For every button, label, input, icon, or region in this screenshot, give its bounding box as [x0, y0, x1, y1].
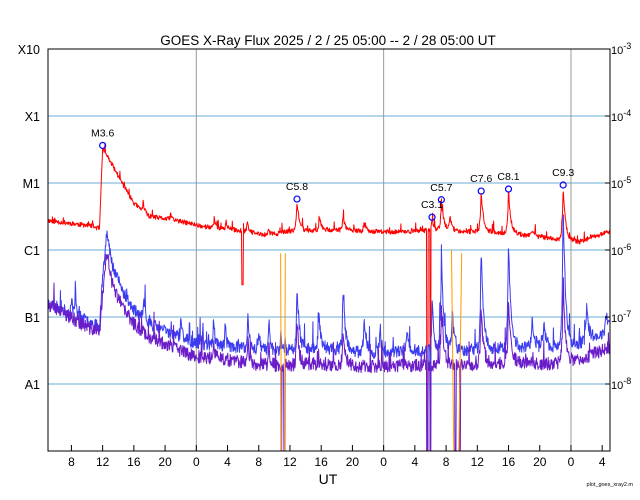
flare-marker [477, 187, 485, 195]
flux-line [451, 249, 463, 451]
x-tick-label: 12 [283, 455, 297, 469]
flare-label: C5.7 [430, 182, 452, 194]
x-tick-label: 20 [158, 455, 172, 469]
right-tick-label: 10-4 [611, 108, 631, 124]
x-tick-label: 0 [568, 455, 575, 469]
right-tick-label: 10-8 [611, 376, 631, 392]
x-tick-label: 8 [255, 455, 262, 469]
flare-marker [559, 181, 567, 189]
x-tick-label: 16 [315, 455, 329, 469]
class-labels: X10 X1 M1 C1 B1 A1 [18, 43, 40, 392]
class-label: M1 [23, 177, 40, 191]
x-tick-label: 16 [502, 455, 516, 469]
flare-label: M3.6 [91, 127, 115, 139]
x-tick-label: 4 [599, 455, 606, 469]
x-tick-label: 0 [380, 455, 387, 469]
x-tick-label: 20 [346, 455, 360, 469]
right-tick-label: 10-7 [611, 309, 631, 325]
flux-line [280, 253, 286, 451]
class-label: A1 [25, 378, 40, 392]
flare-label: C7.6 [470, 173, 492, 185]
class-label: B1 [25, 311, 40, 325]
right-tick-label: 10-5 [611, 175, 631, 191]
flux-line [48, 214, 610, 451]
footer-note: plot_goes_xray2.m [587, 482, 634, 488]
x-tick-label: 8 [443, 455, 450, 469]
x-tick-label: 8 [68, 455, 75, 469]
x-tick-label: 4 [224, 455, 231, 469]
x-tick-label: 0 [193, 455, 200, 469]
x-tick-label: 20 [533, 455, 547, 469]
flare-markers: M3.6 C5.8 C3.1 C5.7 C7.6 C8.1 C9.3 [91, 127, 574, 221]
class-label: X10 [18, 43, 40, 57]
x-tick-label: 4 [412, 455, 419, 469]
day-boundary-lines [195, 49, 572, 451]
right-tick-label: 10-3 [611, 41, 631, 57]
class-label: C1 [24, 244, 40, 258]
x-tick-label: 12 [96, 455, 110, 469]
flare-marker [504, 185, 513, 193]
chart-title: GOES X-Ray Flux 2025 / 2 / 25 05:00 -- 2… [160, 33, 495, 48]
flare-marker [293, 195, 301, 203]
flux-line [48, 253, 610, 451]
right-axis-ticks: 10-3 10-4 10-5 10-6 10-7 10-8 [605, 41, 631, 392]
flare-label: C8.1 [497, 171, 519, 183]
flare-label: C9.3 [552, 167, 574, 179]
x-tick-label: 16 [127, 455, 141, 469]
flux-line [48, 142, 610, 451]
class-label: X1 [25, 110, 40, 124]
flare-label: C3.1 [421, 199, 443, 211]
right-tick-label: 10-6 [611, 242, 631, 258]
flare-marker [99, 141, 107, 150]
x-axis-label: UT [319, 471, 338, 487]
flare-marker [428, 213, 436, 221]
flare-marker [437, 196, 445, 204]
x-tick-label: 12 [471, 455, 485, 469]
flare-label: C5.8 [286, 181, 308, 193]
flux-series [48, 142, 610, 451]
x-axis-ticks: 8 12 16 20 0 4 8 12 16 20 0 4 8 12 16 20 0 4 [68, 445, 606, 469]
